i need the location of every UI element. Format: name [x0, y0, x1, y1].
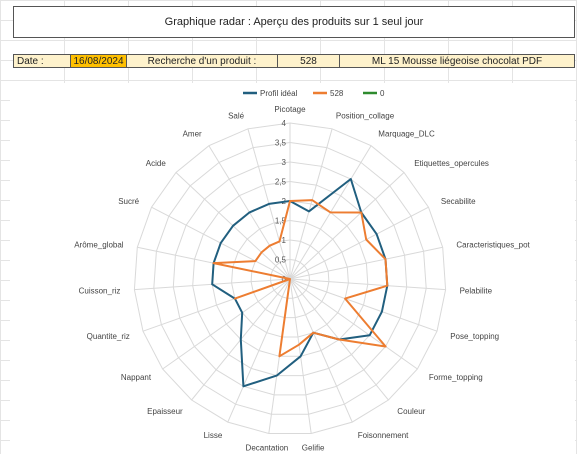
legend-entry: 0: [380, 89, 385, 98]
radar-category-label: Pelabilite: [460, 287, 493, 296]
radar-category-label: Couleur: [397, 407, 425, 416]
radar-spoke: [289, 278, 418, 370]
product-name-cell[interactable]: ML 15 Mousse liégeoise chocolat PDF: [340, 55, 574, 67]
radar-category-label: Gelifie: [302, 443, 325, 452]
radar-spoke: [289, 278, 438, 332]
radar-tick-label: 0: [282, 275, 287, 284]
radar-category-label: Arôme_global: [74, 240, 124, 249]
radar-spoke: [227, 278, 291, 423]
radar-category-label: Foisonnement: [358, 431, 409, 440]
legend-entry: 528: [330, 89, 344, 98]
radar-grid-ring: [133, 122, 447, 434]
radar-series-line: [211, 178, 389, 388]
radar-category-label: Lisse: [204, 431, 223, 440]
radar-grid-ring: [231, 219, 349, 338]
radar-tick-label: 1,5: [275, 217, 287, 226]
radar-chart-area[interactable]: 0 0,5 1 1,5 2 2,5 3 3,5 4 Picotage Position_collag…: [10, 83, 575, 454]
radar-category-label: Position_collage: [336, 111, 395, 120]
radar-chart: 00,511,522,533,54PicotagePosition_collag…: [74, 89, 530, 452]
radar-tick-label: 3: [282, 158, 287, 167]
radar-category-label: Nappant: [121, 373, 152, 382]
radar-category-label: Salé: [228, 111, 245, 120]
radar-category-label: Quantite_riz: [87, 332, 130, 341]
radar-category-label: Cuisson_riz: [79, 287, 121, 296]
radar-spoke: [162, 278, 291, 370]
chart-title-box: Graphique radar : Aperçu des produits su…: [13, 6, 575, 38]
radar-category-label: Decantation: [246, 443, 289, 452]
date-label: Date :: [17, 55, 44, 67]
radar-grid-ring: [172, 161, 408, 396]
radar-category-label: Etiquettes_opercules: [414, 159, 489, 168]
radar-spoke: [289, 128, 333, 280]
date-value: 16/08/2024: [73, 55, 124, 67]
radar-category-label: Sucré: [118, 197, 139, 206]
radar-tick-label: 3,5: [275, 139, 287, 148]
legend-entry: Profil idéal: [260, 89, 298, 98]
radar-category-label: Marquage_DLC: [378, 130, 435, 139]
search-label-cell: Recherche d'un produit :: [127, 55, 278, 67]
radar-series-line: [212, 199, 389, 358]
radar-category-label: Pose_topping: [450, 332, 499, 341]
radar-category-label: Forme_topping: [429, 373, 483, 382]
product-name: ML 15 Mousse liégeoise chocolat PDF: [371, 55, 543, 67]
radar-tick-label: 1: [282, 236, 287, 245]
search-label: Recherche d'un produit :: [147, 55, 257, 67]
radar-category-label: Caracteristiques_pot: [456, 240, 530, 249]
radar-category-label: Epaisseur: [147, 407, 183, 416]
radar-spoke: [289, 278, 353, 423]
product-code: 528: [300, 55, 317, 67]
radar-tick-label: 0,5: [275, 256, 287, 265]
radar-spoke: [289, 278, 446, 291]
radar-tick-label: 4: [282, 119, 287, 128]
radar-spoke: [289, 172, 405, 280]
radar-grid-ring: [153, 141, 427, 415]
radar-spoke: [289, 246, 443, 280]
radar-tick-label: 2,5: [275, 178, 287, 187]
date-value-cell[interactable]: 16/08/2024: [71, 55, 127, 67]
radar-category-label: Acide: [146, 159, 167, 168]
radar-grid-ring: [269, 258, 311, 299]
product-info-row: Date : 16/08/2024 Recherche d'un produit…: [13, 54, 575, 68]
page-title: Graphique radar : Aperçu des produits su…: [164, 16, 424, 28]
radar-category-label: Picotage: [274, 105, 306, 114]
date-label-cell: Date :: [14, 55, 71, 67]
radar-spoke: [289, 206, 429, 280]
radar-category-label: Amer: [183, 130, 202, 139]
product-code-cell[interactable]: 528: [278, 55, 340, 67]
radar-category-label: Secabilite: [441, 197, 476, 206]
